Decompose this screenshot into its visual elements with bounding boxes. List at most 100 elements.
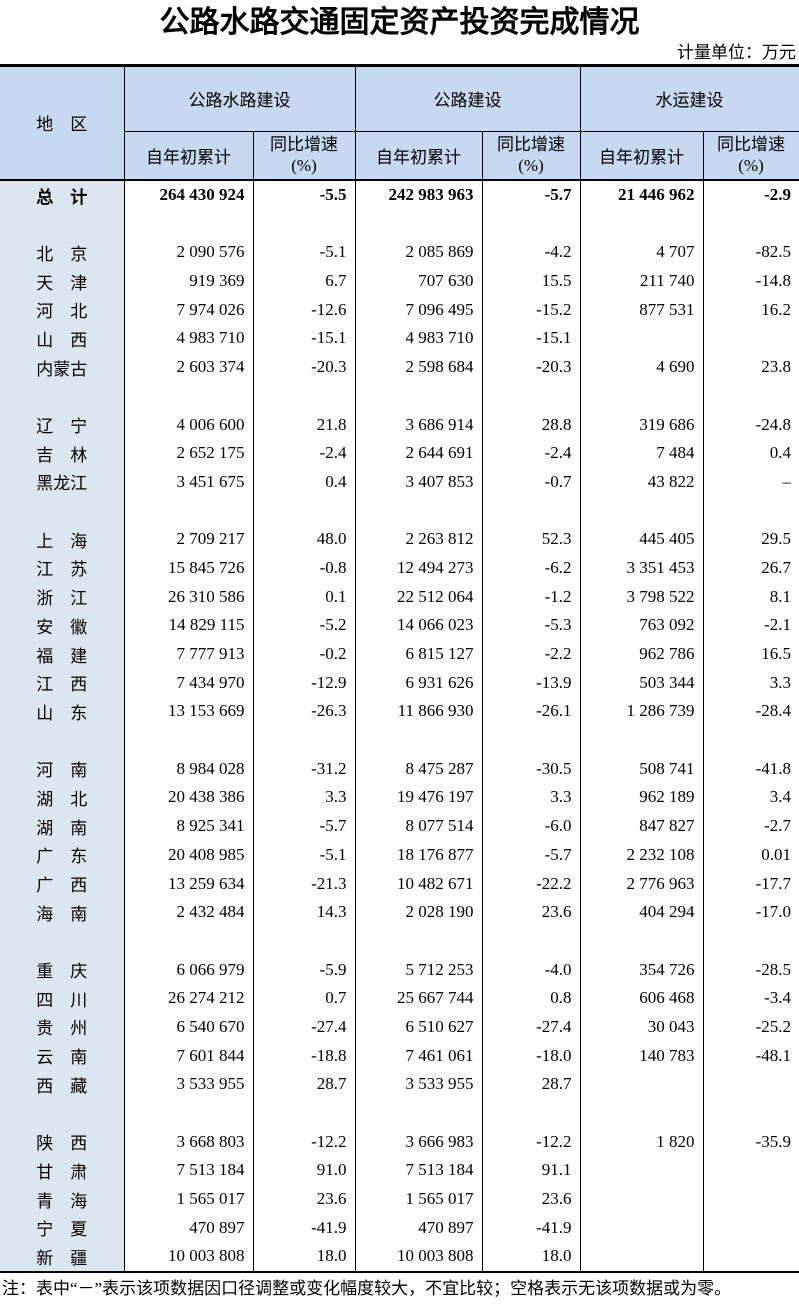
value-cell: 25 667 744: [354, 983, 482, 1013]
value-cell: [354, 926, 482, 956]
value-cell: 20 438 386: [123, 783, 253, 812]
value-cell: [702, 1070, 799, 1099]
value-cell: -18.8: [252, 1041, 355, 1070]
region-cell: 四 川: [0, 983, 124, 1013]
region-cell: 新 疆: [0, 1242, 124, 1273]
value-cell: [354, 725, 482, 755]
value-cell: [579, 496, 703, 525]
region-cell: 上 海: [0, 524, 124, 554]
spacer-row: [0, 381, 799, 411]
value-cell: [579, 209, 703, 239]
growth-label-line1: 同比增速: [497, 134, 565, 154]
value-cell: [252, 926, 355, 956]
value-cell: [252, 381, 355, 411]
value-cell: -2.4: [481, 438, 580, 468]
value-cell: 18.0: [252, 1242, 355, 1273]
value-cell: -82.5: [702, 238, 799, 267]
value-cell: -20.3: [481, 352, 580, 382]
region-cell: 吉 林: [0, 438, 124, 468]
value-cell: 2 598 684: [354, 352, 482, 382]
value-cell: 3 533 955: [123, 1070, 253, 1099]
value-cell: -5.9: [252, 955, 355, 984]
value-cell: 0.7: [252, 983, 355, 1013]
value-cell: -2.1: [702, 611, 799, 640]
table-row: 安 徽 14 829 115 -5.2 14 066 023 -5.3 763 092 -2…: [0, 611, 799, 640]
value-cell: -12.2: [481, 1127, 580, 1157]
value-cell: 1 565 017: [354, 1184, 482, 1214]
value-cell: 3 407 853: [354, 467, 482, 497]
value-cell: [702, 926, 799, 956]
value-cell: 1 286 739: [579, 697, 703, 726]
table-row: 黑龙江 3 451 675 0.4 3 407 853 -0.7 43 822–: [0, 467, 799, 497]
value-cell: -0.8: [252, 553, 355, 583]
value-cell: 14.3: [252, 897, 355, 927]
value-cell: -41.8: [702, 754, 799, 784]
value-cell: 3.3: [702, 668, 799, 698]
region-cell: 青 海: [0, 1184, 124, 1214]
value-cell: [702, 496, 799, 525]
value-cell: -5.7: [252, 811, 355, 841]
value-cell: 919 369: [123, 266, 253, 296]
value-cell: [579, 1156, 703, 1185]
value-cell: [702, 381, 799, 411]
value-cell: -17.7: [702, 869, 799, 898]
value-cell: -14.8: [702, 266, 799, 296]
value-cell: 2 652 175: [123, 438, 253, 468]
value-cell: [252, 209, 355, 239]
value-cell: -22.2: [481, 869, 580, 898]
value-cell: [123, 209, 253, 239]
table-row: 四 川 26 274 212 0.7 25 667 744 0.8 606 468 -3.4: [0, 983, 799, 1013]
value-cell: [579, 1242, 703, 1273]
table-body: 总 计 264 430 924 -5.5 242 983 963 -5.7 21 446 …: [0, 179, 799, 1273]
value-cell: 4 983 710: [123, 324, 253, 353]
region-cell: 山 西: [0, 324, 124, 353]
value-cell: 43 822: [579, 467, 703, 497]
footnote: 注：表中“－”表示该项数据因口径调整或变化幅度较大，不宜比较；空格表示无该项数据…: [2, 1278, 732, 1298]
value-cell: 15.5: [481, 266, 580, 296]
value-cell: 13 259 634: [123, 869, 253, 898]
value-cell: 16.5: [702, 639, 799, 669]
value-cell: -5.3: [481, 611, 580, 640]
value-cell: -31.2: [252, 754, 355, 784]
value-cell: 2 709 217: [123, 524, 253, 554]
value-cell: 2 776 963: [579, 869, 703, 898]
value-cell: 7 601 844: [123, 1041, 253, 1070]
value-cell: 470 897: [123, 1213, 253, 1243]
value-cell: 14 066 023: [354, 611, 482, 640]
value-cell: [481, 381, 580, 411]
value-cell: [354, 496, 482, 525]
value-cell: 8 984 028: [123, 754, 253, 784]
value-cell: -48.1: [702, 1041, 799, 1070]
value-cell: -12.2: [252, 1127, 355, 1157]
region-cell: 河 南: [0, 754, 124, 784]
value-cell: 3 668 803: [123, 1127, 253, 1157]
value-cell: 3.4: [702, 783, 799, 812]
value-cell: 763 092: [579, 611, 703, 640]
value-cell: [579, 324, 703, 353]
region-cell: 贵 州: [0, 1012, 124, 1042]
value-cell: 4 006 600: [123, 410, 253, 439]
value-cell: -25.2: [702, 1012, 799, 1042]
spacer-row: [0, 496, 799, 525]
region-cell: 山 东: [0, 697, 124, 726]
value-cell: 7 974 026: [123, 295, 253, 325]
value-cell: 26 310 586: [123, 582, 253, 611]
value-cell: -24.8: [702, 410, 799, 439]
value-cell: 847 827: [579, 811, 703, 841]
value-cell: 2 644 691: [354, 438, 482, 468]
subheader-cumulative-hw: 自年初累计: [123, 131, 254, 181]
value-cell: 7 461 061: [354, 1041, 482, 1070]
value-cell: -35.9: [702, 1127, 799, 1157]
value-cell: 28.8: [481, 410, 580, 439]
value-cell: 8 925 341: [123, 811, 253, 841]
value-cell: 508 741: [579, 754, 703, 784]
value-cell: 6 815 127: [354, 639, 482, 669]
value-cell: 707 630: [354, 266, 482, 296]
value-cell: [579, 1184, 703, 1214]
value-cell: 13 153 669: [123, 697, 253, 726]
